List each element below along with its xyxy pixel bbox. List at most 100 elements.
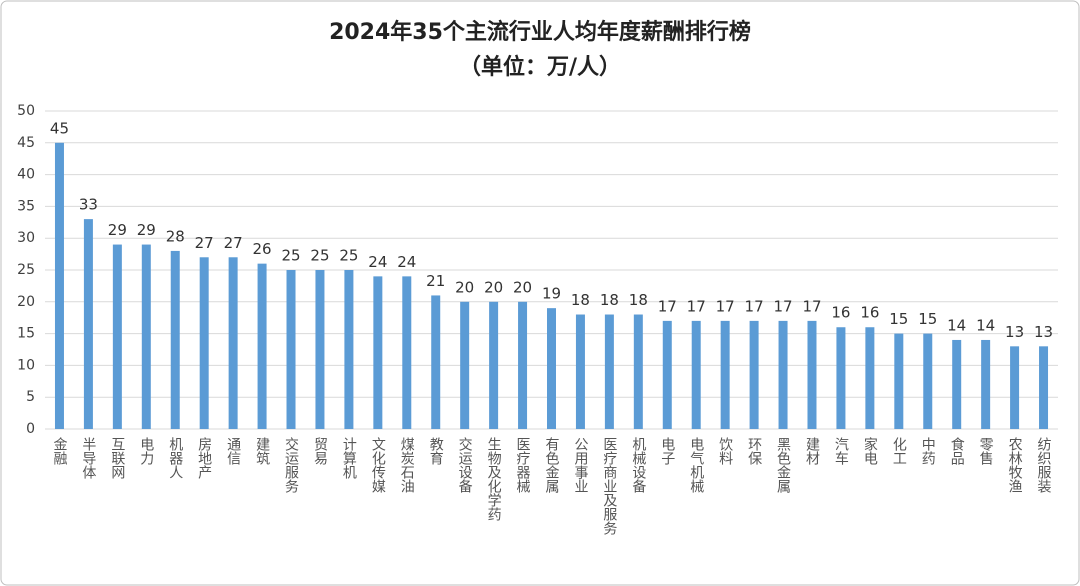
bar [170, 250, 180, 429]
bar [83, 219, 93, 429]
bar [460, 301, 470, 429]
y-tick-label: 35 [17, 198, 35, 214]
x-tick-label: 生物及化学药 [486, 437, 502, 521]
value-label: 21 [426, 272, 445, 290]
x-tick-label: 文化传媒 [370, 437, 386, 493]
x-tick-label: 纺织服装 [1036, 437, 1052, 493]
value-label: 33 [79, 196, 98, 214]
value-label: 29 [108, 221, 127, 239]
value-label: 25 [339, 247, 358, 265]
x-tick-label: 计算机 [341, 437, 357, 480]
value-label: 20 [513, 278, 532, 296]
x-tick-label: 互联网 [109, 437, 125, 480]
bar [778, 320, 788, 429]
value-label: 15 [918, 310, 937, 328]
bar [923, 333, 933, 429]
bar [489, 301, 499, 429]
bar [286, 270, 296, 429]
value-label: 13 [1034, 323, 1053, 341]
bar [228, 257, 238, 429]
x-tick-label: 煤炭石油 [399, 437, 415, 493]
value-label: 13 [1005, 323, 1024, 341]
value-label: 14 [976, 316, 995, 334]
value-label: 27 [224, 234, 243, 252]
value-label: 14 [947, 316, 966, 334]
bar [720, 320, 730, 429]
value-label: 17 [716, 297, 735, 315]
bar [662, 320, 672, 429]
value-label: 29 [137, 221, 156, 239]
value-label: 25 [281, 247, 300, 265]
value-label: 24 [397, 253, 416, 271]
bar [633, 314, 643, 429]
x-tick-label: 零售 [978, 437, 994, 465]
x-tick-label: 半导体 [80, 437, 96, 479]
bar [836, 327, 846, 429]
x-tick-label: 有色金属 [544, 437, 560, 493]
x-tick-label: 机械设备 [630, 437, 646, 493]
bar [865, 327, 875, 429]
value-label: 17 [687, 297, 706, 315]
chart-title: 2024年35个主流行业人均年度薪酬排行榜 [329, 19, 751, 45]
x-tick-label: 建材 [804, 437, 820, 465]
x-tick-label: 交运服务 [283, 436, 299, 493]
x-tick-label: 金融 [51, 437, 67, 465]
value-label: 16 [831, 304, 850, 322]
value-label: 17 [745, 297, 764, 315]
bar [604, 314, 614, 429]
x-tick-label: 电力 [138, 437, 154, 466]
y-tick-label: 5 [26, 389, 35, 405]
x-tick-label: 环保 [746, 437, 762, 465]
bar [894, 333, 904, 429]
x-tick-label: 公用事业 [572, 437, 588, 493]
y-tick-label: 0 [26, 421, 35, 437]
y-tick-label: 25 [17, 262, 35, 278]
value-label: 25 [310, 247, 329, 265]
value-label: 18 [629, 291, 648, 309]
bar [1039, 346, 1049, 429]
bar [981, 339, 991, 429]
x-tick-label: 房地产 [196, 437, 212, 480]
x-tick-label: 医疗器械 [515, 437, 531, 493]
x-tick-label: 中药 [920, 437, 936, 465]
bar [54, 142, 64, 430]
bar [952, 339, 962, 429]
bar [518, 301, 528, 429]
x-tick-label: 通信 [225, 437, 241, 465]
value-label: 45 [50, 119, 69, 137]
bar [691, 320, 701, 429]
y-tick-label: 30 [17, 230, 35, 246]
value-label: 17 [658, 297, 677, 315]
value-label: 20 [455, 278, 474, 296]
value-label: 26 [253, 240, 272, 258]
bar [199, 257, 209, 429]
x-tick-label: 化工 [891, 437, 907, 465]
bar [1010, 346, 1020, 429]
y-tick-label: 40 [17, 167, 35, 183]
x-tick-label: 贸易 [312, 437, 328, 465]
y-tick-label: 50 [17, 103, 35, 119]
x-tick-label: 交运设备 [457, 436, 473, 493]
value-label: 18 [600, 291, 619, 309]
bar [547, 308, 556, 429]
y-tick-label: 20 [17, 294, 35, 310]
bar [807, 320, 817, 429]
x-tick-label: 汽车 [833, 437, 849, 465]
x-tick-label: 医疗商业及服务 [601, 437, 617, 535]
x-tick-label: 电气机械 [688, 437, 704, 493]
bar [112, 244, 122, 429]
y-tick-label: 10 [17, 357, 35, 373]
value-label: 27 [195, 234, 214, 252]
x-tick-label: 建筑 [254, 437, 270, 466]
x-tick-label: 食品 [949, 436, 965, 465]
y-tick-label: 45 [17, 135, 35, 151]
value-label: 18 [571, 291, 590, 309]
value-label: 17 [802, 297, 821, 315]
bar [749, 320, 759, 429]
bar [344, 270, 354, 429]
y-tick-label: 15 [17, 326, 35, 342]
bar [431, 295, 441, 429]
bar [257, 263, 267, 429]
